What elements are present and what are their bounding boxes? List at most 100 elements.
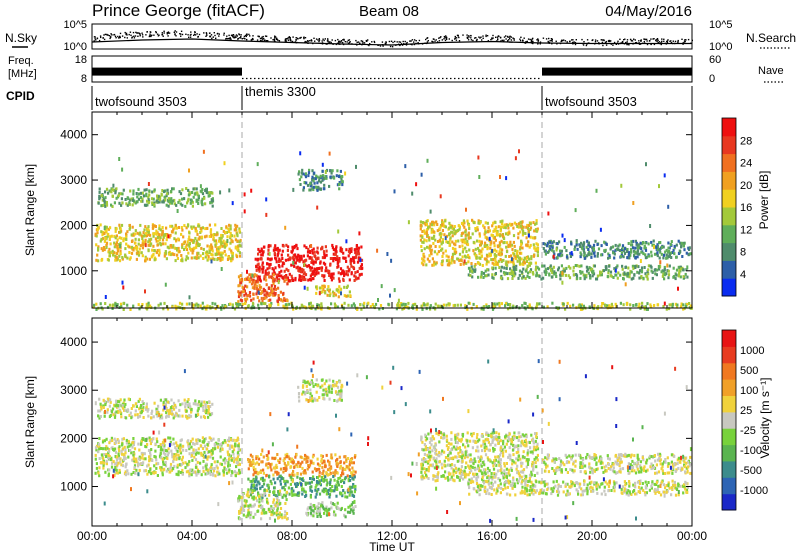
power-cell: [123, 237, 126, 241]
nsky-point: [278, 40, 281, 42]
power-cell: [176, 209, 179, 213]
velocity-cell: [177, 444, 180, 448]
nsky-point: [259, 37, 262, 40]
power-cell: [638, 252, 641, 256]
nsky-point: [403, 43, 405, 45]
velocity-cell: [101, 440, 105, 444]
power-cell: [180, 254, 183, 257]
power-cell: [277, 280, 280, 285]
power-cell: [622, 277, 625, 281]
power-cell: [345, 272, 348, 276]
velocity-cell: [133, 466, 136, 470]
power-cell: [508, 255, 511, 258]
power-cell: [257, 247, 260, 251]
power-cell: [162, 234, 165, 238]
cpid-label: CPID: [6, 89, 35, 103]
power-cell: [336, 305, 339, 309]
power-cell: [476, 228, 479, 232]
power-cell: [458, 252, 462, 256]
power-cell: [675, 255, 678, 259]
nsky-point: [243, 37, 245, 39]
power-cell: [226, 258, 230, 261]
power-cell: [663, 173, 666, 178]
nsky-point: [93, 40, 95, 42]
power-cell: [172, 187, 175, 191]
power-cell: [420, 304, 423, 308]
power-cell: [628, 256, 631, 260]
nsky-point: [274, 35, 276, 37]
power-cell: [266, 293, 270, 297]
nsky-point: [402, 40, 404, 43]
power-cell: [667, 246, 670, 250]
velocity-cell: [188, 447, 191, 451]
power-cell: [315, 285, 318, 289]
power-cell: [422, 263, 425, 267]
power-cell: [331, 275, 334, 279]
power-cell: [120, 223, 124, 227]
power-cell: [158, 224, 161, 228]
nsky-point: [238, 34, 241, 36]
power-cell: [477, 246, 480, 250]
power-cell: [118, 223, 121, 227]
power-cell: [425, 263, 428, 267]
velocity-cell: [161, 416, 164, 420]
power-cell: [100, 194, 103, 197]
power-cell: [503, 241, 506, 244]
velocity-cell: [146, 472, 149, 476]
nsky-point: [100, 36, 102, 39]
power-cell: [183, 197, 186, 201]
power-cell: [660, 270, 663, 274]
power-cell: [256, 257, 259, 261]
power-cell: [209, 228, 213, 232]
nsky-point: [433, 38, 435, 40]
power-cell: [569, 255, 572, 258]
velocity-cell: [156, 410, 159, 414]
power-cell: [352, 256, 355, 260]
velocity-cell: [124, 402, 127, 406]
power-cell: [281, 264, 284, 268]
velocity-cell: [171, 452, 174, 456]
power-cell: [207, 255, 210, 259]
power-cell: [490, 258, 493, 262]
power-cell: [362, 303, 365, 307]
power-cell: [307, 278, 310, 282]
nsky-point: [137, 32, 139, 34]
nsky-point: [638, 40, 640, 42]
power-cell: [175, 238, 178, 242]
power-cell: [582, 242, 585, 246]
power-cell: [210, 245, 213, 249]
power-cell: [561, 273, 564, 277]
velocity-cell: [104, 447, 107, 451]
power-cell: [258, 265, 261, 269]
velocity-cell: [179, 443, 182, 447]
velocity-cell: [167, 447, 170, 451]
power-cell: [277, 294, 280, 297]
power-cell: [338, 257, 341, 260]
power-cell: [145, 188, 148, 192]
power-cell: [553, 252, 556, 256]
power-cell: [474, 263, 477, 266]
velocity-cell: [231, 438, 234, 442]
power-cell: [682, 268, 685, 272]
power-cell: [321, 169, 324, 173]
nsky-point: [347, 39, 349, 42]
power-cell: [148, 238, 151, 242]
velocity-cell: [204, 409, 207, 413]
nsky-point: [656, 38, 659, 40]
nsky-point: [251, 37, 254, 40]
power-cell: [304, 305, 307, 309]
nsky-point: [371, 41, 373, 43]
nsky-point: [359, 42, 361, 44]
velocity-cell: [184, 466, 187, 470]
power-cell: [342, 277, 345, 281]
power-cell: [629, 253, 632, 257]
power-cell: [672, 266, 675, 270]
velocity-cell: [172, 416, 175, 420]
power-cell: [565, 266, 568, 270]
power-cell: [340, 247, 344, 251]
power-colorbar-swatch: [722, 278, 736, 297]
power-cell: [211, 197, 214, 201]
velocity-cell: [120, 463, 123, 467]
power-cell: [320, 247, 323, 251]
power-cell: [614, 248, 617, 252]
